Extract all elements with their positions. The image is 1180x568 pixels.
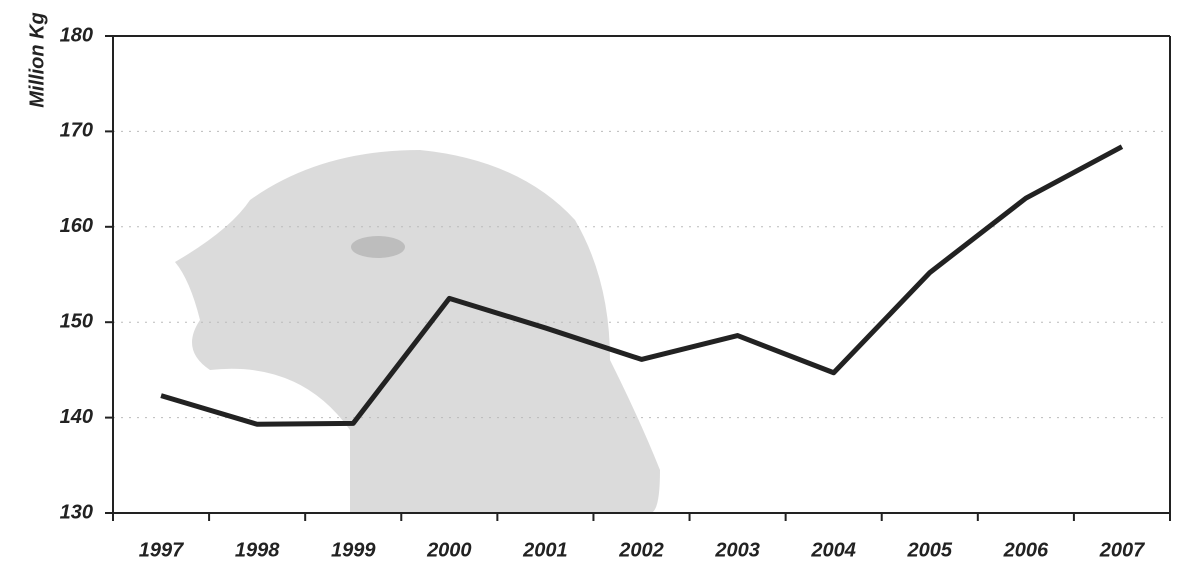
y-tick-label: 170: [60, 120, 93, 142]
x-tick-label: 2003: [714, 539, 760, 561]
x-tick-label: 1999: [331, 539, 376, 561]
x-tick-label: 2001: [522, 539, 568, 561]
y-tick-label: 140: [60, 406, 93, 428]
x-tick-label: 2000: [426, 539, 472, 561]
y-tick-label: 130: [60, 501, 93, 523]
y-tick-label: 150: [60, 310, 93, 332]
x-tick-label: 1997: [139, 539, 184, 561]
y-axis-label: Million Kg: [26, 12, 48, 108]
x-tick-label: 2004: [810, 539, 856, 561]
x-tick-label: 2002: [618, 539, 664, 561]
y-tick-label: 160: [60, 215, 93, 237]
x-tick-label: 2007: [1099, 539, 1145, 561]
x-tick-label: 1998: [235, 539, 280, 561]
y-tick-label: 180: [60, 24, 93, 46]
chart: Million Kg 130 140 150 160 170 180 1997 1998 199…: [0, 0, 1180, 568]
x-tick-label: 2006: [1003, 539, 1049, 561]
background-illustration: [175, 150, 660, 513]
x-tick-label: 2005: [907, 539, 953, 561]
